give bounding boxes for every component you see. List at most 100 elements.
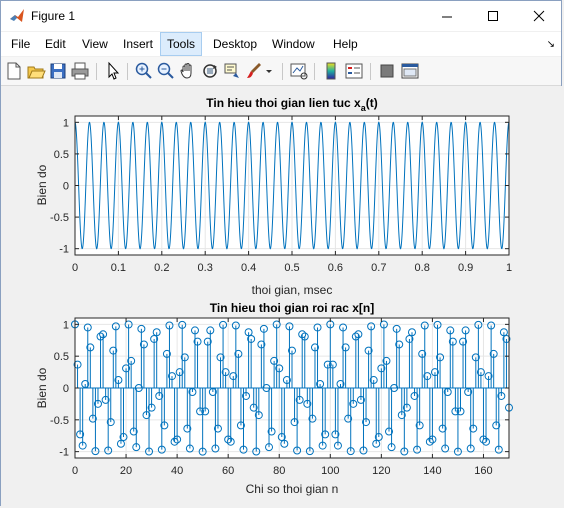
xlabel-discrete: Chi so thoi gian n <box>246 482 339 496</box>
print-icon[interactable] <box>70 61 90 81</box>
minimize-button[interactable] <box>424 1 470 31</box>
stem-marker <box>331 430 340 439</box>
toolbar-separator <box>370 63 371 80</box>
stem-marker <box>385 427 394 436</box>
stem-marker <box>162 349 171 358</box>
stem-marker <box>285 322 294 331</box>
stem-marker <box>362 418 371 427</box>
stem-marker <box>265 443 274 452</box>
stem-marker <box>86 343 95 352</box>
stem-marker <box>224 435 233 444</box>
menu-tools[interactable]: Tools <box>160 32 203 56</box>
open-file-icon[interactable] <box>26 61 46 81</box>
stem-marker <box>231 321 240 330</box>
toolbar <box>1 57 561 86</box>
hide-plot-tools-icon[interactable] <box>377 61 397 81</box>
menu-insert[interactable]: Insert <box>123 37 154 51</box>
zoom-out-icon[interactable] <box>156 61 176 81</box>
x-tick-label: 1 <box>506 262 512 274</box>
stem-marker <box>101 395 110 404</box>
stem-marker <box>216 353 225 362</box>
stem-marker <box>236 421 245 430</box>
stem-marker <box>377 364 386 373</box>
stem-marker <box>201 407 210 416</box>
colorbar-icon[interactable] <box>321 61 341 81</box>
pan-hand-icon[interactable] <box>178 61 198 81</box>
show-plot-tools-icon[interactable] <box>400 61 420 81</box>
stem-marker <box>134 384 143 392</box>
stem-marker <box>93 399 102 408</box>
tick-marks: 0 20 40 60 80 100 120 140 160 -1 -0.5 0 0.5 1 <box>50 318 509 477</box>
stem-marker <box>226 437 235 446</box>
legend-icon[interactable] <box>344 61 364 81</box>
maximize-button[interactable] <box>470 1 516 31</box>
stem-marker <box>106 418 115 427</box>
stem-marker <box>168 372 177 381</box>
ylabel-discrete: Bien do <box>35 367 49 408</box>
stem-marker <box>356 395 365 404</box>
stem-marker <box>119 433 128 442</box>
new-figure-icon[interactable] <box>4 61 24 81</box>
menu-desktop[interactable]: Desktop <box>213 37 258 51</box>
toolbar-separator <box>127 63 128 80</box>
stem-marker <box>254 411 263 420</box>
stem-marker <box>459 337 468 346</box>
matlab-logo-icon <box>9 8 25 24</box>
stem-marker <box>229 372 238 381</box>
stem-marker <box>206 326 215 335</box>
stem-marker <box>190 326 199 335</box>
stem-marker <box>160 421 169 430</box>
stem-marker <box>372 439 381 448</box>
stem-marker <box>484 372 493 381</box>
stem-marker <box>313 323 322 332</box>
menu-help[interactable]: Help <box>333 37 358 51</box>
stem-marker <box>252 447 261 456</box>
stem-marker <box>489 349 498 358</box>
stem-marker <box>321 430 330 439</box>
stem-marker <box>244 328 253 337</box>
stem-marker <box>318 441 327 450</box>
rotate-3d-icon[interactable] <box>200 61 220 81</box>
brush-icon[interactable] <box>244 61 264 81</box>
stem-marker <box>344 414 353 423</box>
menu-window[interactable]: Window <box>272 37 315 51</box>
stem-marker <box>369 376 378 385</box>
menu-edit[interactable]: Edit <box>45 37 66 51</box>
stem-marker <box>464 387 473 396</box>
link-plot-icon[interactable] <box>289 61 309 81</box>
stem-marker <box>137 324 146 333</box>
stem-marker <box>405 334 414 343</box>
y-tick-label: 0.5 <box>54 149 69 161</box>
stem-marker <box>109 346 118 355</box>
x-tick-label: 0.9 <box>458 262 473 274</box>
stem-marker <box>234 349 243 358</box>
data-cursor-icon[interactable] <box>222 61 242 81</box>
stem-marker <box>349 399 358 408</box>
stem-marker <box>145 447 154 456</box>
stem-marker <box>104 446 113 455</box>
stem-marker <box>410 391 419 400</box>
stem-marker <box>262 384 271 392</box>
brush-dropdown-icon[interactable] <box>264 61 274 81</box>
stem-marker <box>446 326 455 335</box>
stem-marker <box>282 376 291 385</box>
stem-marker <box>129 427 138 436</box>
pointer-icon[interactable] <box>103 61 123 81</box>
y-tick-label: -1 <box>59 244 69 256</box>
stem-marker <box>99 330 108 339</box>
stem-marker <box>157 445 166 454</box>
stem-marker <box>247 334 256 343</box>
stem-marker <box>402 403 411 412</box>
dock-arrow-icon[interactable]: ↘ <box>546 39 555 50</box>
menu-file[interactable]: File <box>11 37 31 51</box>
stem-marker <box>323 360 332 369</box>
close-button[interactable] <box>516 1 562 31</box>
save-icon[interactable] <box>48 61 68 81</box>
y-tick-label: 1 <box>63 117 69 129</box>
stem-marker <box>339 323 348 332</box>
x-tick-label: 140 <box>423 465 441 477</box>
stem-marker <box>351 332 360 341</box>
menu-view[interactable]: View <box>82 37 108 51</box>
zoom-in-icon[interactable] <box>134 61 154 81</box>
stem-marker <box>397 411 406 420</box>
